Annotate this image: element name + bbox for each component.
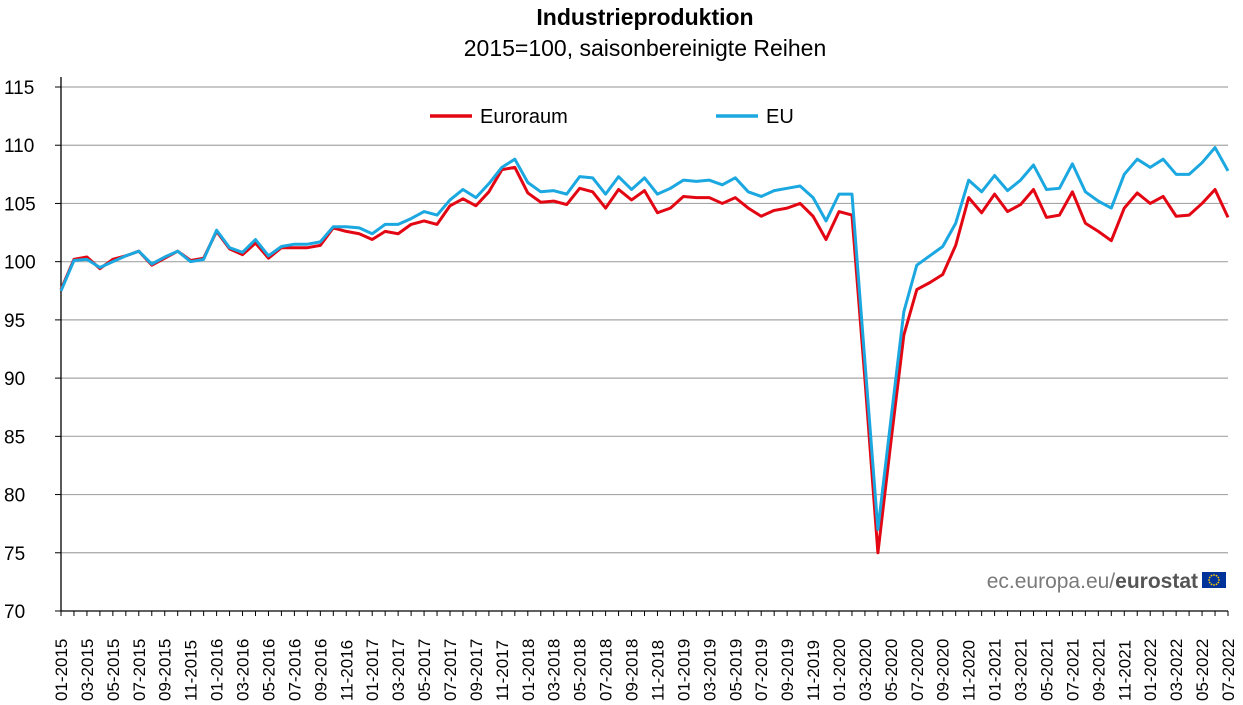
x-tick-label: 11-2016 [337, 640, 356, 701]
x-tick-label: 03-2015 [78, 639, 97, 701]
eu-flag-star [1213, 574, 1215, 576]
gridlines [61, 86, 1228, 554]
x-tick-label: 07-2022 [1219, 639, 1238, 701]
y-tick-label: 100 [4, 253, 36, 274]
x-tick-label: 11-2017 [493, 640, 512, 701]
x-tick-label: 05-2021 [1037, 639, 1056, 701]
x-tick-label: 07-2021 [1063, 639, 1082, 701]
eu-flag-star [1215, 574, 1218, 577]
x-tick-label: 09-2021 [1089, 639, 1108, 701]
chart-title: Industrieproduktion [536, 4, 754, 30]
x-tick-label: 05-2016 [259, 639, 278, 701]
eu-flag-star [1218, 579, 1220, 581]
y-tick-label: 115 [4, 78, 34, 99]
y-tick-label: 95 [4, 311, 25, 332]
x-tick-label: 05-2019 [726, 639, 745, 701]
x-tick-label: 09-2018 [623, 639, 642, 701]
x-tick-label: 11-2019 [804, 640, 823, 701]
x-tick-label: 03-2021 [1012, 639, 1031, 701]
x-tick-label: 05-2020 [882, 639, 901, 701]
x-tick-label: 03-2017 [389, 639, 408, 701]
x-tick-label: 11-2021 [1115, 640, 1134, 701]
credit-text: ec.europa.eu/eurostat [987, 570, 1198, 593]
legend-label-eu: EU [766, 106, 794, 128]
x-tick-label: 11-2018 [648, 640, 667, 701]
x-tick-label: 07-2015 [130, 639, 149, 701]
x-tick-label: 03-2020 [856, 639, 875, 701]
x-tick-label: 07-2016 [285, 639, 304, 701]
x-tick-label: 11-2020 [960, 640, 979, 701]
chart-subtitle: 2015=100, saisonbereinigte Reihen [463, 35, 827, 61]
x-tick-label: 01-2019 [674, 639, 693, 701]
eu-flag-star [1208, 576, 1211, 579]
eu-flag-star [1217, 576, 1220, 579]
eu-flag-star [1215, 583, 1218, 586]
y-tick-label: 105 [4, 194, 36, 215]
x-tick-label: 01-2018 [519, 639, 538, 701]
x-tick-label: 01-2020 [830, 639, 849, 701]
series-line-eu [59, 146, 1230, 531]
x-tick-label: 09-2017 [467, 639, 486, 701]
eu-flag-star [1208, 581, 1211, 584]
x-tick-label: 07-2018 [597, 639, 616, 701]
x-tick-label: 01-2017 [363, 639, 382, 701]
x-tick-label: 09-2016 [311, 639, 330, 701]
x-tick-label: 05-2015 [104, 639, 123, 701]
eu-flag-icon [1202, 572, 1226, 588]
eu-flag-star [1208, 579, 1210, 581]
x-tick-label: 03-2016 [234, 639, 253, 701]
x-tick-label: 03-2018 [545, 639, 564, 701]
y-tick-label: 80 [4, 486, 25, 507]
eu-flag-star [1210, 574, 1213, 577]
x-tick-label: 11-2015 [182, 640, 201, 701]
series-lines [59, 146, 1230, 555]
x-tick-label: 03-2019 [700, 639, 719, 701]
legend: Euroraum EU [430, 106, 794, 128]
x-tick-label: 01-2022 [1141, 639, 1160, 701]
eu-flag-star [1213, 584, 1215, 586]
y-tick-label: 90 [4, 369, 25, 390]
credit-prefix: ec.europa.eu/ [987, 570, 1116, 593]
x-tick-label: 01-2016 [208, 639, 227, 701]
x-tick-label: 01-2021 [986, 639, 1005, 701]
x-tick-label: 07-2020 [908, 639, 927, 701]
y-tick-label: 70 [4, 602, 25, 623]
y-tick-label: 85 [4, 427, 25, 448]
x-tick-label: 03-2022 [1167, 639, 1186, 701]
y-tick-label: 75 [4, 544, 25, 565]
x-tick-label: 07-2019 [752, 639, 771, 701]
x-tick-label: 09-2020 [934, 639, 953, 701]
x-tick-label: 05-2022 [1193, 639, 1212, 701]
x-tick-label: 01-2015 [52, 639, 71, 701]
x-tick-label: 09-2015 [156, 639, 175, 701]
axes: 70 75 80 85 90 95 100 105 110 115 01-2015 03-2015 05… [4, 77, 1238, 701]
x-tick-label: 09-2019 [778, 639, 797, 701]
y-tick-label: 110 [4, 136, 34, 157]
eu-flag-star [1217, 581, 1220, 584]
source-credit: ec.europa.eu/eurostat [987, 570, 1226, 593]
legend-label-euroraum: Euroraum [480, 106, 568, 128]
eu-flag-star [1210, 583, 1213, 586]
series-line-euroraum [59, 165, 1230, 555]
x-tick-label: 05-2018 [571, 639, 590, 701]
credit-brand: eurostat [1115, 570, 1198, 593]
x-tick-label: 07-2017 [441, 639, 460, 701]
x-tick-label: 05-2017 [415, 639, 434, 701]
